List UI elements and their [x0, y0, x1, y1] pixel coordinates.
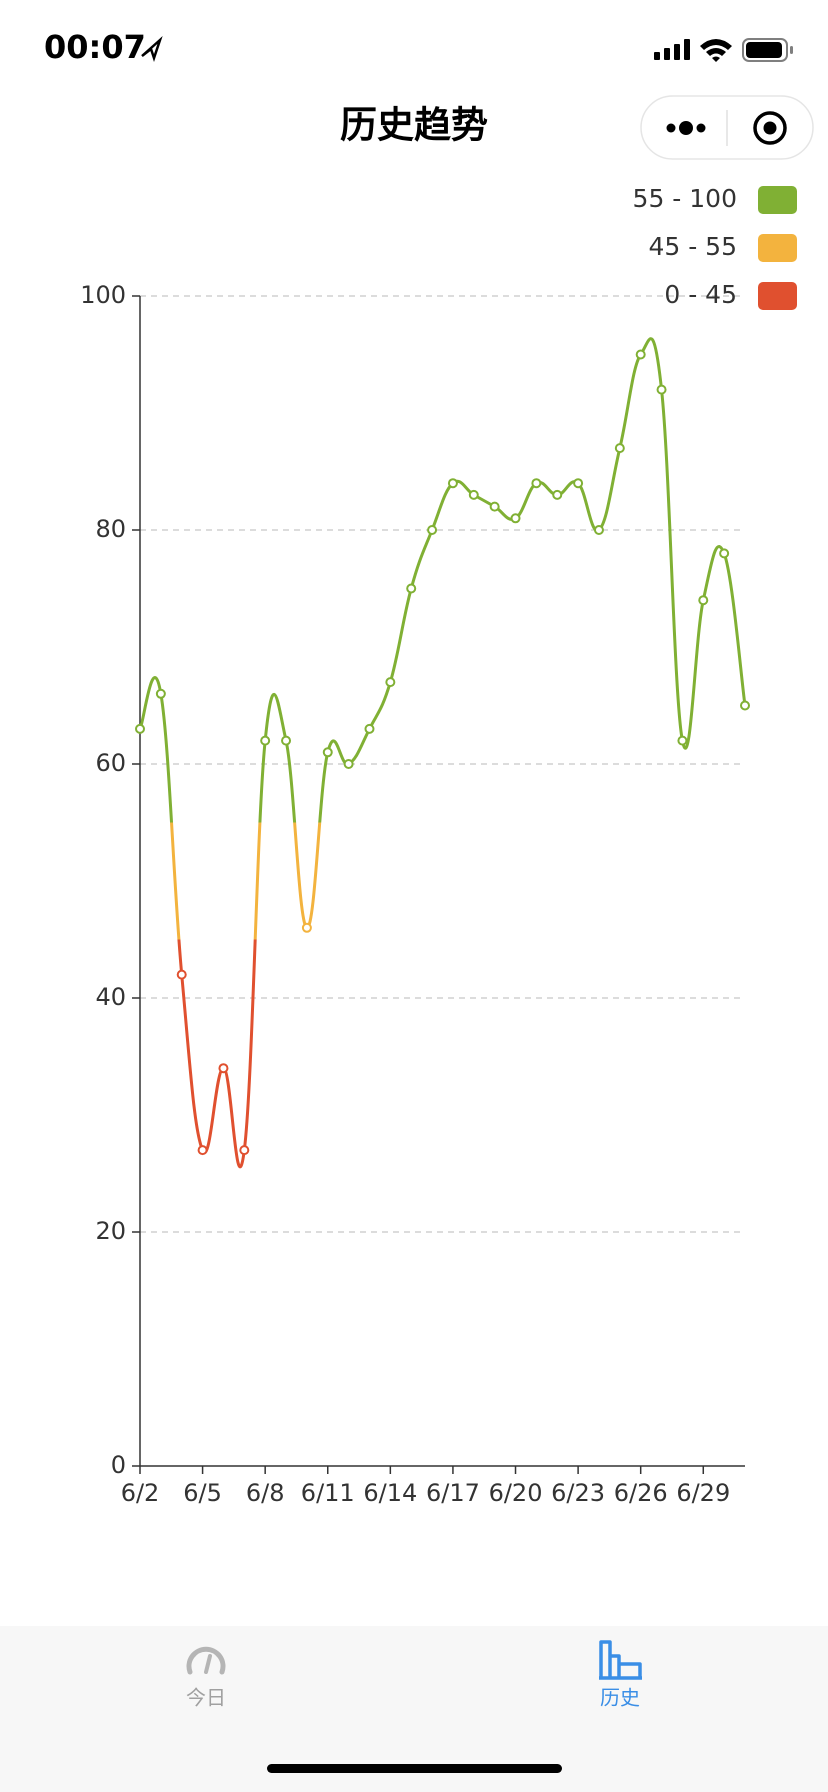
line	[138, 337, 747, 1169]
point	[301, 922, 312, 933]
point	[260, 735, 271, 746]
x-tick-label: 6/17	[426, 1479, 480, 1507]
chart: 0 20 40 60 80 100 6/2 6/5 6/8 6/11 6/14 6/17 6/20 6/2…	[80, 184, 797, 1507]
point	[427, 525, 438, 535]
x-tick-label: 6/29	[676, 1479, 730, 1507]
point	[489, 501, 500, 512]
point	[406, 583, 417, 594]
legend-label: 45 - 55	[648, 232, 737, 261]
point	[573, 478, 584, 489]
point	[176, 969, 187, 980]
point	[364, 723, 375, 734]
tab-today[interactable]: 今日	[186, 1646, 226, 1710]
point	[135, 723, 145, 734]
x-tick-label: 6/11	[301, 1479, 355, 1507]
location-icon	[141, 35, 163, 62]
point	[385, 677, 396, 688]
page-title: 历史趋势	[340, 104, 488, 147]
x-tick-label: 6/23	[551, 1479, 605, 1507]
point	[239, 1145, 250, 1156]
tab-label: 今日	[186, 1686, 226, 1710]
point	[740, 700, 750, 711]
y-tick-label: 40	[95, 983, 126, 1011]
status-time: 00:07	[44, 28, 146, 66]
point	[155, 688, 166, 699]
legend-swatch	[758, 282, 797, 310]
x-tick-label: 6/2	[121, 1479, 160, 1507]
point	[531, 478, 542, 489]
point	[698, 595, 709, 606]
x-tick-label: 6/8	[246, 1479, 285, 1507]
x-tick-label: 6/26	[614, 1479, 668, 1507]
y-tick-label: 0	[111, 1451, 126, 1479]
point	[635, 349, 646, 360]
point	[343, 759, 354, 769]
point	[281, 735, 292, 746]
status-icons	[654, 38, 793, 62]
x-tick-label: 6/14	[363, 1479, 417, 1507]
point	[656, 384, 667, 395]
y-tick-label: 20	[95, 1217, 126, 1245]
point	[593, 525, 604, 535]
point	[719, 548, 730, 559]
x-tick-label: 6/20	[489, 1479, 543, 1507]
capsule[interactable]	[640, 95, 814, 160]
point	[677, 735, 688, 746]
legend-label: 55 - 100	[633, 184, 737, 213]
tab-label: 历史	[600, 1686, 640, 1710]
point	[197, 1145, 208, 1156]
y-tick-label: 80	[95, 515, 126, 543]
point	[552, 489, 563, 500]
legend-swatch	[758, 186, 797, 214]
point	[510, 513, 521, 524]
point	[447, 478, 458, 489]
home-indicator	[267, 1764, 562, 1773]
y-tick-label: 100	[80, 281, 126, 309]
y-tick-label: 60	[95, 749, 126, 777]
point	[322, 747, 333, 758]
legend-label: 0 - 45	[664, 280, 737, 309]
point	[218, 1063, 229, 1074]
point	[468, 489, 479, 500]
x-tick-label: 6/5	[183, 1479, 222, 1507]
point	[614, 443, 625, 454]
legend-swatch	[758, 234, 797, 262]
tab-history[interactable]: 历史	[599, 1640, 642, 1710]
